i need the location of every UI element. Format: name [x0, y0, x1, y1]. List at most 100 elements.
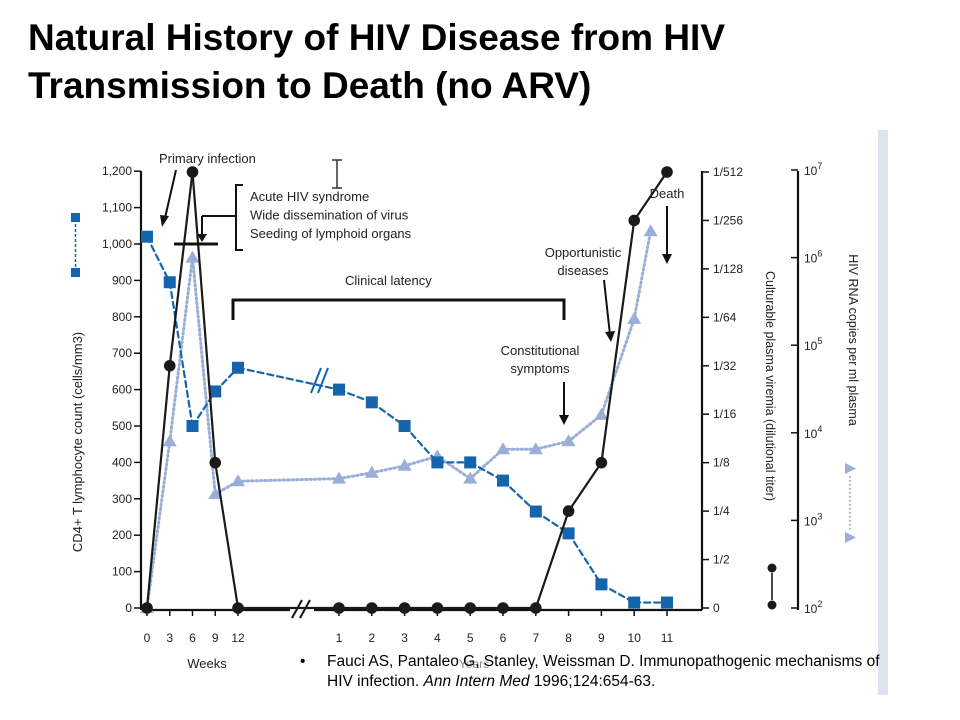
- x-tick-label-years: 7: [532, 631, 539, 645]
- cd4-segment: [567, 532, 603, 586]
- citation-details: 1996;124:654-63.: [529, 673, 656, 690]
- cd4-segment: [168, 281, 194, 428]
- hiv_rna-point: [463, 471, 478, 484]
- x-tick-label-years: 4: [434, 631, 441, 645]
- y-left-tick-label: 1,200: [102, 164, 132, 178]
- y-left-tick-label: 0: [125, 601, 132, 615]
- viremia-point: [209, 456, 222, 469]
- viremia-segment: [600, 219, 636, 464]
- hiv_rna-point: [496, 442, 510, 455]
- viremia-point: [186, 166, 199, 178]
- viremia-segment: [191, 170, 217, 464]
- x-axis-label-years: Years: [459, 657, 489, 671]
- x-tick-label-weeks: 9: [212, 631, 219, 645]
- hiv_rna-point: [185, 250, 200, 263]
- hiv_rna-segment: [191, 256, 217, 496]
- rna-key-marker: [845, 532, 856, 543]
- cd4-point: [529, 505, 542, 518]
- viremia-key-marker: [767, 600, 777, 610]
- y-left-axis-label: CD4+ T lymphocyte count (cells/mm3): [70, 332, 85, 552]
- y-right-tick-label: 103: [804, 511, 822, 528]
- viremia-point: [464, 602, 477, 614]
- cd4-point: [333, 383, 345, 396]
- y-right-tick-label: 107: [804, 161, 822, 178]
- x-tick-label-years: 6: [500, 631, 507, 645]
- y-left-tick-label: 300: [112, 492, 132, 506]
- viremia-segment: [534, 510, 570, 610]
- hiv_rna-segment: [534, 439, 571, 451]
- cd4-point: [431, 456, 444, 469]
- citation-text: Fauci AS, Pantaleo G, Stanley, Weissman …: [327, 652, 887, 692]
- x-tick-label-weeks: 6: [189, 631, 196, 645]
- panel-edge: [878, 130, 888, 695]
- viremia-segment: [145, 364, 171, 610]
- cd4-segment: [236, 366, 341, 391]
- viremia-point: [366, 602, 378, 614]
- annotation-opportunistic: Opportunistic: [545, 245, 622, 260]
- arrow-primary-infection: [164, 169, 177, 219]
- viremia-point: [562, 505, 575, 517]
- cd4-point: [163, 276, 176, 289]
- cd4-segment: [501, 479, 537, 513]
- annotation-constitutional: symptoms: [510, 361, 570, 376]
- arrowhead-opportunistic: [605, 331, 615, 342]
- y-mid-tick-label: 1/4: [713, 504, 730, 518]
- rna-key-marker: [845, 463, 856, 474]
- acute-bracket: [235, 184, 243, 251]
- hiv_rna-segment: [599, 317, 636, 417]
- cd4-point: [562, 527, 575, 540]
- hiv_rna-segment: [370, 464, 407, 475]
- viremia-segment: [633, 170, 669, 222]
- y-left-tick-label: 400: [112, 455, 132, 469]
- viremia-segment: [214, 461, 240, 610]
- y-right-axis-label: HIV RNA copies per ml plasma: [846, 254, 860, 426]
- hiv_rna-segment: [632, 229, 653, 321]
- figure-panel: 0 100 200 300 400 500 600 700 800 900 1,000 1,100 1,…: [52, 130, 888, 695]
- viremia-point: [595, 456, 608, 469]
- hiv_rna-segment: [236, 477, 341, 483]
- x-tick-label-years: 10: [628, 631, 642, 645]
- viremia-point: [398, 602, 411, 614]
- series-break-mark: [310, 367, 322, 394]
- x-tick-label-years: 8: [565, 631, 572, 645]
- viremia-point: [232, 602, 244, 614]
- y-mid-tick-label: 1/32: [713, 359, 737, 373]
- y-left-tick-label: 100: [112, 565, 132, 579]
- y-mid-tick-label: 1/256: [713, 213, 743, 227]
- cd4-segment: [145, 235, 171, 284]
- cd4-point: [186, 420, 199, 432]
- hiv_rna-point: [594, 407, 609, 420]
- cd4-segment: [403, 424, 439, 464]
- y-mid-tick-label: 1/128: [713, 262, 743, 276]
- annotation-constitutional: Constitutional: [501, 343, 580, 358]
- citation-authors: Fauci AS, Pantaleo G, Stanley, Weissman …: [327, 653, 880, 690]
- y-left-tick-label: 500: [112, 419, 132, 433]
- citation-bullet: •: [300, 653, 306, 670]
- viremia-point: [431, 602, 444, 614]
- viremia-point: [163, 359, 176, 372]
- annotation-acute-line: Seeding of lymphoid organs: [250, 226, 412, 241]
- cd4-point: [141, 230, 153, 243]
- cd4-point: [628, 596, 641, 609]
- y-right-tick-label: 105: [804, 336, 822, 353]
- viremia-segment: [168, 170, 194, 367]
- hiv_rna-segment: [168, 256, 194, 443]
- arrow-opportunistic: [603, 279, 611, 336]
- y-left-tick-label: 700: [112, 346, 132, 360]
- clinical-latency-bracket: [231, 298, 566, 320]
- arrowhead-constitutional: [559, 415, 569, 425]
- y-left-tick-label: 600: [112, 383, 132, 397]
- hiv_rna-point: [643, 224, 658, 237]
- x-tick-label-years: 1: [336, 631, 343, 645]
- hiv_rna-point: [397, 458, 412, 471]
- hiv_rna-segment: [145, 439, 172, 610]
- viremia-segment: [567, 461, 603, 513]
- x-axis-label-weeks: Weeks: [187, 656, 227, 671]
- cd4-point: [398, 420, 411, 432]
- cd4-point: [497, 474, 509, 487]
- cd4-point: [365, 396, 378, 409]
- y-mid-tick-label: 1/16: [713, 407, 737, 421]
- y-mid-tick-label: 1/512: [713, 165, 743, 179]
- hiv_rna-point: [208, 487, 223, 500]
- annotation-clinical-latency: Clinical latency: [345, 273, 432, 288]
